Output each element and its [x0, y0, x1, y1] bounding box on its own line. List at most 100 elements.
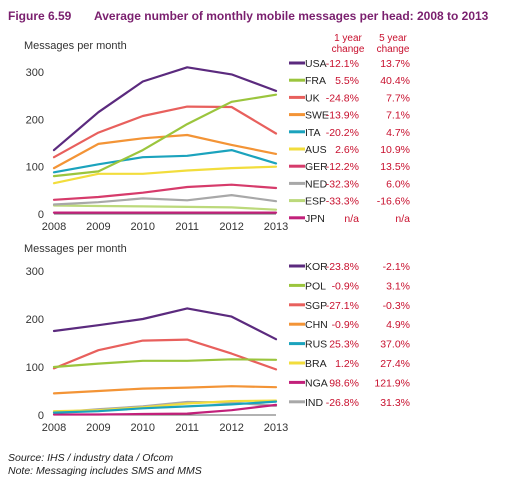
legend-label-ind: IND	[305, 397, 324, 409]
bottom-chart-y-label: Messages per month	[24, 243, 127, 255]
bottom-y-tick-label: 0	[38, 410, 44, 422]
legend-label-pol: POL	[305, 280, 326, 292]
legend-five-year-change-fra: 40.4%	[380, 75, 410, 87]
legend-label-ger: GER	[305, 161, 328, 173]
series-line-kor	[52, 307, 278, 341]
legend-five-year-change-pol: 3.1%	[386, 280, 410, 292]
legend-one-year-change-swe: -13.9%	[326, 110, 359, 122]
top-x-tick-label: 2013	[264, 221, 288, 233]
legend-one-year-change-bra: 1.2%	[335, 358, 359, 370]
legend-one-year-change-jpn: n/a	[344, 213, 359, 225]
series-line-rus	[52, 400, 278, 414]
legend-label-aus: AUS	[305, 144, 327, 156]
legend-label-jpn: JPN	[305, 213, 325, 225]
legend-label-rus: RUS	[305, 339, 327, 351]
series-line-ita	[52, 149, 278, 174]
legend-five-year-change-rus: 37.0%	[380, 339, 410, 351]
legend-one-year-change-ita: -20.2%	[326, 127, 359, 139]
series-line-sgp	[52, 338, 278, 371]
legend-label-kor: KOR	[305, 261, 328, 273]
legend-five-year-change-kor: -2.1%	[383, 261, 410, 273]
top-y-tick-label: 300	[26, 67, 44, 79]
legend-one-year-change-pol: -0.9%	[332, 280, 359, 292]
legend-five-year-change-ita: 4.7%	[386, 127, 410, 139]
legend-one-year-change-aus: 2.6%	[335, 144, 359, 156]
legend-label-chn: CHN	[305, 319, 328, 331]
legend-one-year-change-usa: -12.1%	[326, 58, 359, 70]
bottom-x-tick-label: 2013	[264, 422, 288, 434]
legend-one-year-change-fra: 5.5%	[335, 75, 359, 87]
bottom-x-tick-label: 2012	[219, 422, 243, 434]
legend-label-esp: ESP	[305, 196, 326, 208]
series-line-fra	[52, 93, 278, 178]
one-year-header-line1: 1 year	[334, 33, 362, 44]
legend-one-year-change-kor: -23.8%	[326, 261, 359, 273]
legend-label-swe: SWE	[305, 110, 329, 122]
series-line-usa	[52, 66, 278, 152]
top-x-tick-label: 2009	[86, 221, 110, 233]
bottom-x-tick-label: 2009	[86, 422, 110, 434]
legend-label-ita: ITA	[305, 127, 321, 139]
five-year-header-line1: 5 year	[379, 33, 407, 44]
messaging-note: Note: Messaging includes SMS and MMS	[8, 465, 202, 477]
legend-one-year-change-ned: -32.3%	[326, 178, 359, 190]
series-line-ned	[52, 194, 278, 206]
legend-five-year-change-ned: 6.0%	[386, 178, 410, 190]
legend-five-year-change-swe: 7.1%	[386, 110, 410, 122]
legend-five-year-change-ger: 13.5%	[380, 161, 410, 173]
legend-five-year-change-ind: 31.3%	[380, 397, 410, 409]
top-x-tick-label: 2011	[175, 221, 199, 233]
bottom-y-tick-label: 300	[26, 266, 44, 278]
legend-five-year-change-bra: 27.4%	[380, 358, 410, 370]
legend-one-year-change-sgp: -27.1%	[326, 300, 359, 312]
five-year-change-header: 5 year change	[372, 33, 414, 55]
bottom-y-tick-label: 100	[26, 362, 44, 374]
legend-one-year-change-chn: -0.9%	[332, 319, 359, 331]
legend-five-year-change-chn: 4.9%	[386, 319, 410, 331]
legend-five-year-change-usa: 13.7%	[380, 58, 410, 70]
top-chart-y-label: Messages per month	[24, 40, 127, 52]
top-y-tick-label: 200	[26, 114, 44, 126]
series-line-esp	[52, 204, 278, 211]
legend-label-nga: NGA	[305, 377, 328, 389]
bottom-x-tick-label: 2010	[131, 422, 155, 434]
figure-number: Figure 6.59	[8, 9, 72, 23]
series-line-chn	[52, 385, 278, 395]
one-year-header-line2: change	[331, 44, 365, 55]
legend-label-bra: BRA	[305, 358, 327, 370]
legend-one-year-change-uk: -24.8%	[326, 92, 359, 104]
legend-five-year-change-uk: 7.7%	[386, 92, 410, 104]
legend-five-year-change-nga: 121.9%	[374, 377, 410, 389]
legend-one-year-change-esp: -33.3%	[326, 196, 359, 208]
one-year-change-header: 1 year change	[328, 33, 368, 55]
legend-label-ned: NED	[305, 178, 328, 190]
top-x-tick-label: 2008	[42, 221, 66, 233]
series-line-ger	[52, 183, 278, 201]
top-y-tick-label: 0	[38, 209, 44, 221]
figure-title: Figure 6.59 Average number of monthly mob…	[8, 9, 488, 23]
legend-label-sgp: SGP	[305, 300, 327, 312]
series-line-uk	[52, 105, 278, 159]
legend-five-year-change-jpn: n/a	[395, 213, 410, 225]
series-line-aus	[52, 165, 278, 185]
series-line-nga	[52, 403, 278, 416]
legend-one-year-change-nga: 98.6%	[329, 377, 359, 389]
bottom-x-tick-label: 2011	[175, 422, 199, 434]
bottom-x-tick-label: 2008	[42, 422, 66, 434]
source-note: Source: IHS / industry data / Ofcom	[8, 452, 174, 464]
legend-five-year-change-aus: 10.9%	[380, 144, 410, 156]
legend-label-fra: FRA	[305, 75, 326, 87]
top-x-tick-label: 2012	[219, 221, 243, 233]
legend-one-year-change-ger: -12.2%	[326, 161, 359, 173]
legend-five-year-change-esp: -16.6%	[377, 196, 410, 208]
bottom-y-tick-label: 200	[26, 314, 44, 326]
legend-one-year-change-ind: -26.8%	[326, 397, 359, 409]
five-year-header-line2: change	[376, 44, 410, 55]
series-line-pol	[52, 358, 278, 369]
top-y-tick-label: 100	[26, 162, 44, 174]
figure-title-text: Average number of monthly mobile message…	[94, 9, 489, 23]
legend-label-uk: UK	[305, 92, 320, 104]
legend-one-year-change-rus: 25.3%	[329, 339, 359, 351]
legend-five-year-change-sgp: -0.3%	[383, 300, 410, 312]
